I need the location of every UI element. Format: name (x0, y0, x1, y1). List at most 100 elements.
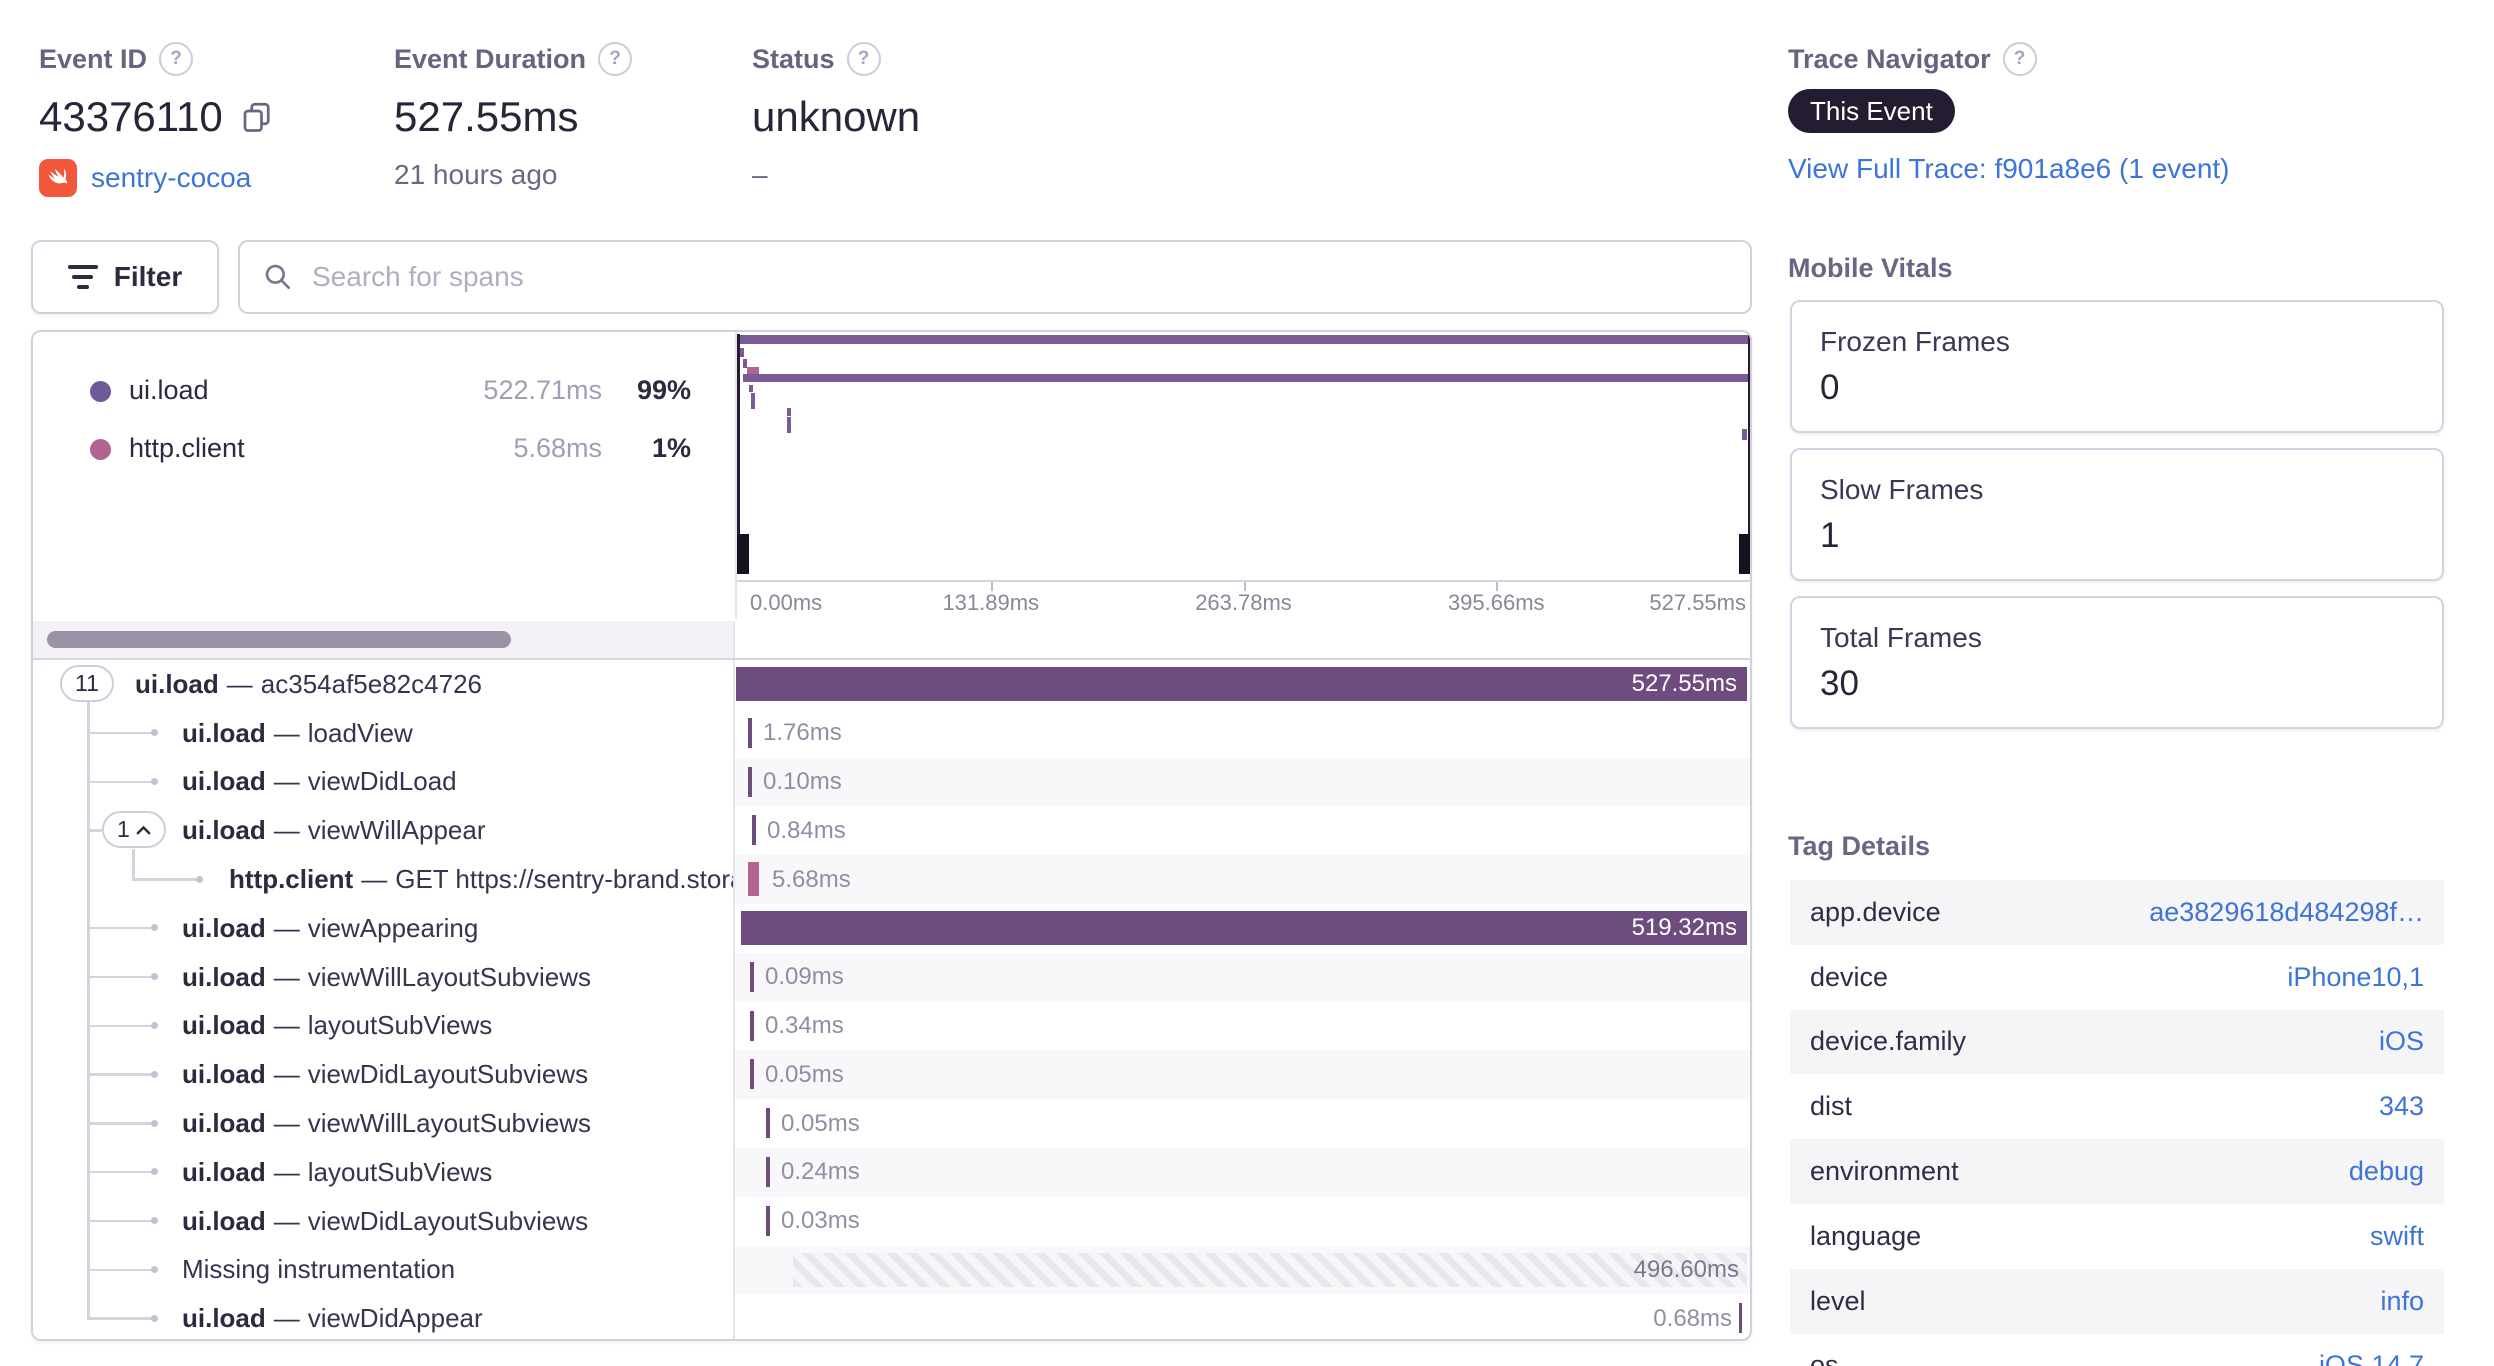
tag-value-link[interactable]: iOS (2378, 1026, 2424, 1057)
span-duration-cell[interactable]: 0.68ms (735, 1294, 1750, 1339)
legend-duration: 5.68ms (513, 433, 602, 463)
view-full-trace-link[interactable]: View Full Trace: f901a8e6 (1 event) (1788, 153, 2230, 184)
span-duration-cell[interactable]: 5.68ms (735, 855, 1750, 904)
minimap-left-handle[interactable] (737, 334, 740, 574)
help-icon[interactable]: ? (159, 42, 194, 76)
span-duration-cell[interactable]: 527.55ms (735, 660, 1750, 709)
span-tick[interactable] (750, 961, 754, 992)
legend-duration: 522.71ms (483, 375, 602, 405)
span-tick[interactable] (748, 766, 752, 797)
span-tree-cell[interactable]: ui.load — viewWillLayoutSubviews (33, 1099, 735, 1148)
span-row[interactable]: ui.load — loadView 1.76ms (33, 708, 1750, 758)
span-duration-cell[interactable]: 0.84ms (735, 806, 1750, 855)
this-event-badge: This Event (1788, 89, 1955, 133)
tag-value-link[interactable]: swift (2370, 1220, 2424, 1251)
legend-item[interactable]: http.client 5.68ms 1% (33, 426, 733, 474)
vital-label: Total Frames (1820, 622, 1982, 653)
span-row[interactable]: Missing instrumentation 496.60ms (33, 1245, 1750, 1295)
span-duration-cell[interactable]: 0.24ms (735, 1147, 1750, 1197)
span-row[interactable]: ui.load — viewWillLayoutSubviews 0.09ms (33, 952, 1750, 1002)
project-link[interactable]: sentry-cocoa (91, 162, 252, 193)
tree-connector (87, 1024, 154, 1028)
span-tree-cell[interactable]: 11 ui.load — ac354af5e82c4726 (33, 660, 735, 709)
span-row[interactable]: 1 ui.load — viewWillAppear 0.84ms (33, 806, 1750, 856)
span-tree-cell[interactable]: ui.load — viewDidLayoutSubviews (33, 1050, 735, 1100)
span-duration-cell[interactable]: 0.03ms (735, 1197, 1750, 1246)
span-count-badge[interactable]: 1 (102, 811, 166, 849)
minimap-span (743, 374, 1749, 382)
span-row[interactable]: ui.load — viewDidLayoutSubviews 0.03ms (33, 1196, 1750, 1246)
help-icon[interactable]: ? (846, 42, 881, 76)
span-row[interactable]: ui.load — viewDidLoad 0.10ms (33, 757, 1750, 807)
span-duration-cell[interactable]: 0.09ms (735, 952, 1750, 1002)
copy-icon[interactable] (239, 99, 275, 135)
tag-value-link[interactable]: debug (2348, 1156, 2424, 1187)
span-row[interactable]: ui.load — viewWillLayoutSubviews 0.05ms (33, 1099, 1750, 1148)
minimap-span (738, 348, 744, 357)
missing-instrumentation-bar[interactable]: 496.60ms (793, 1252, 1747, 1287)
legend-name: ui.load (129, 375, 209, 405)
span-row[interactable]: ui.load — viewAppearing 519.32ms (33, 903, 1750, 953)
span-row[interactable]: ui.load — layoutSubViews 0.34ms (33, 1001, 1750, 1051)
help-icon[interactable]: ? (2002, 42, 2037, 76)
tag-value-link[interactable]: 343 (2378, 1091, 2424, 1122)
span-row[interactable]: ui.load — layoutSubViews 0.24ms (33, 1147, 1750, 1197)
tag-value-link[interactable]: iPhone10,1 (2287, 961, 2424, 992)
span-tree-cell[interactable]: ui.load — layoutSubViews (33, 1147, 735, 1197)
tag-value-link[interactable]: iOS 14.7 (2318, 1350, 2424, 1366)
help-icon[interactable]: ? (598, 42, 633, 76)
span-duration-cell[interactable]: 0.05ms (735, 1050, 1750, 1100)
span-row[interactable]: http.client — GET https://sentry-brand.sto… (33, 855, 1750, 904)
span-count-badge[interactable]: 11 (60, 665, 114, 702)
span-row[interactable]: ui.load — viewDidLayoutSubviews 0.05ms (33, 1050, 1750, 1100)
span-tick[interactable] (748, 862, 759, 897)
vital-card: Total Frames 30 (1790, 596, 2444, 729)
legend-item[interactable]: ui.load 522.71ms 99% (33, 368, 733, 416)
span-tree-cell[interactable]: ui.load — viewDidAppear (33, 1294, 735, 1339)
span-tree-cell[interactable]: http.client — GET https://sentry-brand.sto… (33, 855, 735, 904)
minimap[interactable] (737, 332, 1750, 619)
tree-rail (87, 702, 90, 1319)
span-duration-cell[interactable]: 1.76ms (735, 709, 1750, 758)
span-tree-cell[interactable]: ui.load — viewDidLoad (33, 757, 735, 807)
span-row[interactable]: 11 ui.load — ac354af5e82c4726 527.55ms (33, 660, 1750, 709)
span-bar[interactable]: 527.55ms (736, 667, 1747, 701)
tree-scrollbar (33, 621, 735, 658)
span-tree-cell[interactable]: Missing instrumentation (33, 1245, 735, 1295)
span-label: ui.load — viewDidAppear (182, 1303, 483, 1334)
span-bar[interactable]: 519.32ms (741, 910, 1747, 945)
span-tick[interactable] (766, 1156, 770, 1187)
span-tick[interactable] (766, 1108, 770, 1139)
span-duration-cell[interactable]: 0.05ms (735, 1099, 1750, 1148)
minimap-right-grip[interactable] (1739, 534, 1750, 574)
span-tree-cell[interactable]: ui.load — viewAppearing (33, 903, 735, 953)
span-tick[interactable] (1738, 1303, 1742, 1334)
search-input[interactable] (310, 260, 1728, 294)
span-tick[interactable] (748, 717, 752, 748)
span-tick[interactable] (750, 1059, 754, 1090)
scrollbar-thumb[interactable] (47, 631, 511, 648)
tag-value-link[interactable]: info (2380, 1285, 2424, 1316)
minimap-axis: 0.00ms 131.89ms 263.78ms 395.66ms 527.55ms (737, 580, 1750, 621)
span-duration-cell[interactable]: 519.32ms (735, 904, 1750, 953)
minimap-right-handle[interactable] (1748, 334, 1750, 574)
event-id-value: 43376110 (39, 93, 223, 140)
tag-value-link[interactable]: ae3829618d484298f… (2149, 896, 2424, 927)
span-tick[interactable] (750, 1010, 754, 1041)
span-tree-cell[interactable]: ui.load — viewWillLayoutSubviews (33, 952, 735, 1002)
span-duration-cell[interactable]: 496.60ms (735, 1245, 1750, 1295)
minimap-span (787, 408, 791, 416)
span-tree-cell[interactable]: ui.load — viewDidLayoutSubviews (33, 1196, 735, 1246)
span-tick[interactable] (766, 1205, 770, 1236)
span-row[interactable]: ui.load — viewDidAppear 0.68ms (33, 1294, 1750, 1339)
span-tree-cell[interactable]: ui.load — layoutSubViews (33, 1001, 735, 1051)
span-duration-cell[interactable]: 0.34ms (735, 1002, 1750, 1051)
span-duration-cell[interactable]: 0.10ms (735, 757, 1750, 807)
minimap-left-grip[interactable] (737, 534, 749, 574)
span-tree-cell[interactable]: 1 ui.load — viewWillAppear (33, 806, 735, 856)
filter-button[interactable]: Filter (31, 240, 219, 314)
span-tree-cell[interactable]: ui.load — loadView (33, 708, 735, 758)
span-duration: 5.68ms (772, 865, 851, 893)
span-tick[interactable] (752, 815, 756, 846)
span-label: ui.load — viewWillAppear (182, 815, 486, 846)
